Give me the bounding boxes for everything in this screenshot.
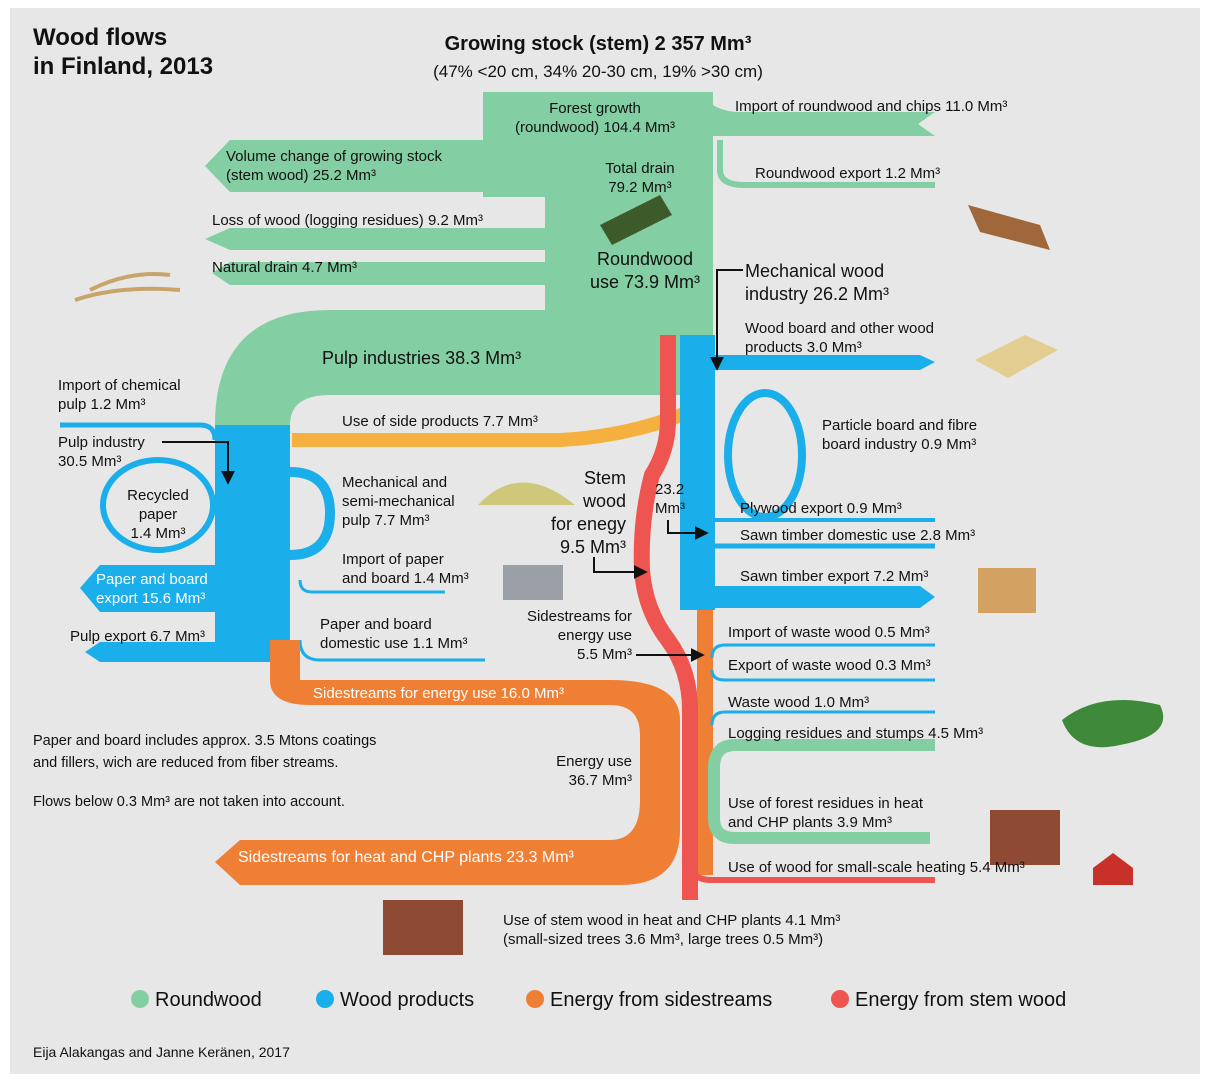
flow-label: Import of paper [342, 551, 444, 568]
flow-label: wood [582, 491, 626, 511]
flow-label: board industry 0.9 Mm³ [822, 436, 976, 453]
header-detail: (47% <20 cm, 34% 20-30 cm, 19% >30 cm) [433, 62, 763, 81]
flow-label: Natural drain 4.7 Mm³ [212, 259, 357, 276]
flow-label: Mechanical and [342, 474, 447, 491]
chp-plant-icon [383, 900, 463, 955]
loss-of-wood-flow [205, 228, 560, 250]
flow-label: paper [139, 506, 177, 523]
flow-label: for enegy [551, 514, 626, 534]
flow-label: Import of chemical [58, 377, 181, 394]
legend-marker [831, 990, 849, 1008]
flow-label: Pulp industries 38.3 Mm³ [322, 348, 521, 368]
legend-marker [131, 990, 149, 1008]
legend-label: Energy from stem wood [855, 989, 1066, 1011]
flow-label: Plywood export 0.9 Mm³ [740, 500, 902, 517]
flow-label: 30.5 Mm³ [58, 453, 121, 470]
flow-label: pulp 1.2 Mm³ [58, 396, 146, 413]
flow-label: and CHP plants 3.9 Mm³ [728, 814, 892, 831]
sidestreams-column [697, 610, 713, 875]
header: Growing stock (stem) 2 357 Mm³ [445, 33, 752, 55]
page: { "title": ["Wood flows", "in Finland, 2… [0, 0, 1212, 1082]
flow-label: semi-mechanical [342, 493, 455, 510]
mechanical-column [680, 335, 715, 610]
flow-label: Sidestreams for [527, 608, 632, 625]
flow-label: Import of roundwood and chips 11.0 Mm³ [735, 98, 1007, 115]
flow-label: industry 26.2 Mm³ [745, 284, 889, 304]
chp-plant-icon [990, 810, 1060, 865]
flow-label: (small-sized trees 3.6 Mm³, large trees … [503, 931, 823, 948]
flow-label: Sidestreams for heat and CHP plants 23.3… [238, 849, 575, 866]
flow-label: Sawn timber domestic use 2.8 Mm³ [740, 527, 975, 544]
flow-label: 36.7 Mm³ [569, 772, 632, 789]
legend-label: Wood products [340, 989, 474, 1011]
credit: Eija Alakangas and Janne Keränen, 2017 [33, 1044, 290, 1060]
flow-label: use 73.9 Mm³ [590, 272, 700, 292]
flow-label: Paper and board [96, 571, 208, 588]
flow-label: products 3.0 Mm³ [745, 339, 862, 356]
flow-label: Particle board and fibre [822, 417, 977, 434]
flow-label: Sawn timber export 7.2 Mm³ [740, 568, 928, 585]
flow-label: Forest growth [549, 100, 641, 117]
flow-label: (roundwood) 104.4 Mm³ [515, 119, 675, 136]
note: Flows below 0.3 Mm³ are not taken into a… [33, 794, 345, 810]
plant-icon [503, 565, 563, 600]
legend-label: Energy from sidestreams [550, 989, 772, 1011]
title: in Finland, 2013 [33, 53, 213, 80]
flow-label: Sidestreams for energy use 16.0 Mm³ [313, 685, 564, 702]
flow-label: energy use [558, 627, 632, 644]
flow-label: Use of stem wood in heat and CHP plants … [503, 912, 840, 929]
flow-label: Mm³ [655, 500, 685, 517]
flow-label: (stem wood) 25.2 Mm³ [226, 167, 376, 184]
flow-label: 5.5 Mm³ [577, 646, 632, 663]
legend-marker [316, 990, 334, 1008]
flow-label: Total drain [605, 160, 674, 177]
flow-label: Volume change of growing stock [226, 148, 442, 165]
flow-label: Wood board and other wood [745, 320, 934, 337]
infographic: Wood flowsin Finland, 2013 Growing stock … [0, 0, 1212, 1082]
flow-label: Mechanical wood [745, 261, 884, 281]
flow-label: 79.2 Mm³ [608, 179, 671, 196]
flow-label: Roundwood export 1.2 Mm³ [755, 165, 940, 182]
flow-label: Paper and board [320, 616, 432, 633]
flow-label: Loss of wood (logging residues) 9.2 Mm³ [212, 212, 483, 229]
flow-label: Import of waste wood 0.5 Mm³ [728, 624, 930, 641]
flow-label: 9.5 Mm³ [560, 537, 626, 557]
flow-label: Use of side products 7.7 Mm³ [342, 413, 538, 430]
flow-label: Roundwood [597, 249, 693, 269]
flow-label: Use of wood for small-scale heating 5.4 … [728, 859, 1025, 876]
flow-label: Pulp industry [58, 434, 145, 451]
flow-label: domestic use 1.1 Mm³ [320, 635, 468, 652]
flow-label: Stem [584, 468, 626, 488]
flow-label: Energy use [556, 753, 632, 770]
legend-label: Roundwood [155, 989, 262, 1011]
flow-label: Logging residues and stumps 4.5 Mm³ [728, 725, 983, 742]
flow-label: and board 1.4 Mm³ [342, 570, 469, 587]
timber-icon [978, 568, 1036, 613]
pulp-export-flow [85, 642, 290, 662]
wood-board-flow [713, 355, 935, 370]
title: Wood flows [33, 24, 167, 51]
flow-label: Waste wood 1.0 Mm³ [728, 694, 869, 711]
sawn-export-flow [713, 586, 935, 608]
flow-label: export 15.6 Mm³ [96, 590, 205, 607]
note: and fillers, wich are reduced from fiber… [33, 755, 338, 771]
flow-label: Use of forest residues in heat [728, 795, 924, 812]
flow-label: pulp 7.7 Mm³ [342, 512, 430, 529]
flow-label: 1.4 Mm³ [130, 525, 185, 542]
flow-label: Recycled [127, 487, 189, 504]
note: Paper and board includes approx. 3.5 Mto… [33, 733, 376, 749]
legend-marker [526, 990, 544, 1008]
flow-label: 23.2 [655, 481, 684, 498]
flow-label: Export of waste wood 0.3 Mm³ [728, 657, 931, 674]
flow-label: Pulp export 6.7 Mm³ [70, 628, 205, 645]
